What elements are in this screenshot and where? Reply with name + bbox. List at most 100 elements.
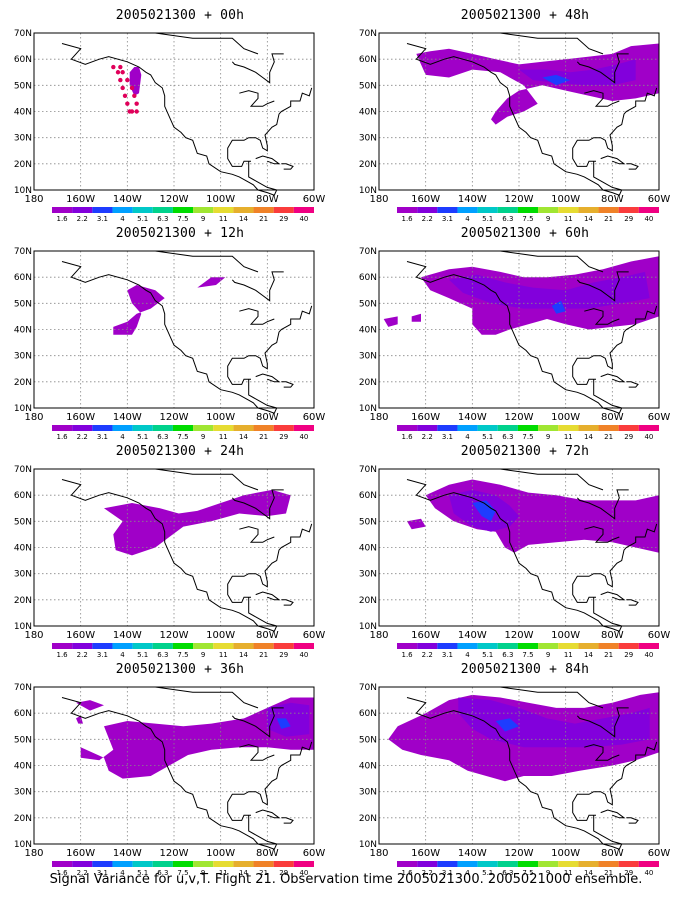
colorbar-swatch — [517, 207, 539, 213]
lon-tick-label: 120W — [160, 630, 189, 641]
colorbar-label: 14 — [584, 651, 593, 659]
lat-tick-label: 30N — [359, 134, 377, 144]
colorbar-swatch — [477, 207, 498, 213]
lat-tick-label: 50N — [14, 735, 32, 745]
panel-title: 2005021300 + 84h — [460, 662, 590, 677]
colorbar-label: 29 — [624, 651, 633, 659]
colorbar-swatch — [213, 643, 234, 649]
lon-tick-label: 80W — [601, 848, 624, 859]
colorbar-label: 7.5 — [177, 433, 188, 441]
lat-tick-label: 20N — [14, 814, 32, 824]
lat-tick-label: 70N — [14, 465, 32, 475]
colorbar-label: 2.2 — [422, 651, 433, 659]
colorbar-label: 21 — [259, 215, 268, 223]
colorbar-swatch — [497, 861, 518, 867]
lat-tick-label: 60N — [359, 491, 377, 501]
flight-track-point — [115, 70, 121, 75]
lon-tick-label: 100W — [551, 848, 580, 859]
colorbar-swatch — [457, 643, 478, 649]
panel-title: 2005021300 + 00h — [115, 8, 245, 23]
lon-tick-label: 140W — [113, 630, 142, 641]
colorbar-swatch — [497, 425, 518, 431]
colorbar-label: 1.6 — [57, 215, 69, 223]
coastline — [600, 373, 626, 383]
colorbar-label: 2.2 — [422, 869, 433, 877]
colorbar-swatch — [132, 207, 153, 213]
map-panel: 2005021300 + 24h 70N 60N 50N 40N 30N 20N 10N 180… — [14, 444, 370, 659]
colorbar-swatch — [72, 861, 93, 867]
lat-tick-label: 10N — [14, 404, 32, 414]
colorbar-label: 11 — [219, 651, 228, 659]
colorbar-swatch — [417, 425, 438, 431]
coastline — [255, 809, 281, 819]
colorbar-swatch — [52, 861, 73, 867]
coastline — [155, 32, 259, 55]
lat-tick-label: 50N — [14, 299, 32, 309]
colorbar-swatch — [417, 207, 438, 213]
coastline — [576, 53, 629, 84]
lon-tick-label: 100W — [206, 848, 235, 859]
lon-tick-label: 60W — [648, 194, 671, 205]
lon-tick-label: 160W — [411, 412, 440, 423]
flight-track-point — [125, 101, 130, 106]
colorbar-swatch — [578, 643, 599, 649]
colorbar-label: 6.3 — [502, 215, 513, 223]
colorbar-label: 5.1 — [482, 433, 493, 441]
colorbar-swatch — [437, 425, 458, 431]
colorbar-label: 14 — [584, 869, 593, 877]
colorbar-label: 4 — [120, 869, 125, 877]
colorbar-swatch — [112, 643, 133, 649]
lat-tick-label: 50N — [359, 81, 377, 91]
coastline — [255, 591, 281, 601]
coastline — [61, 43, 313, 196]
colorbar-swatch — [517, 861, 539, 867]
flight-track-point — [134, 109, 139, 114]
colorbar-swatch — [193, 207, 214, 213]
coastline — [231, 707, 284, 738]
colorbar-label: 3.1 — [97, 215, 108, 223]
lat-tick-label: 50N — [14, 81, 32, 91]
lat-tick-label: 10N — [359, 186, 377, 196]
colorbar-swatch — [538, 425, 559, 431]
colorbar-label: 2.2 — [77, 215, 88, 223]
colorbar-swatch — [457, 861, 478, 867]
lon-tick-label: 60W — [648, 848, 671, 859]
variance-contour — [76, 715, 83, 724]
coastline — [500, 468, 604, 491]
lat-tick-label: 40N — [14, 326, 32, 336]
colorbar-label: 6.3 — [502, 869, 513, 877]
lat-tick-label: 70N — [359, 683, 377, 693]
colorbar-label: 9 — [546, 433, 550, 441]
lon-tick-label: 180 — [24, 848, 43, 859]
colorbar-swatch — [558, 861, 579, 867]
lon-tick-label: 140W — [458, 194, 487, 205]
colorbar-swatch — [72, 207, 93, 213]
figure-caption: Signal Variance for u,v,T. Flight 21. Ob… — [49, 872, 643, 887]
coastline — [155, 686, 259, 709]
colorbar-label: 9 — [546, 215, 550, 223]
lon-tick-label: 60W — [648, 412, 671, 423]
lat-tick-label: 20N — [359, 814, 377, 824]
flight-track-point — [122, 93, 128, 99]
colorbar-label: 29 — [279, 215, 288, 223]
colorbar-label: 5.1 — [137, 215, 148, 223]
colorbar-label: 11 — [564, 869, 573, 877]
colorbar-label: 9 — [546, 869, 550, 877]
lat-tick-label: 30N — [359, 788, 377, 798]
colorbar-swatch — [437, 643, 458, 649]
flight-track-point — [120, 85, 125, 91]
colorbar-label: 21 — [604, 869, 613, 877]
colorbar-label: 1.6 — [57, 651, 69, 659]
colorbar-swatch — [213, 425, 234, 431]
map-panel: 2005021300 + 72h 70N 60N 50N 40N 30N 20N 10N 180… — [359, 444, 692, 659]
lat-tick-label: 60N — [14, 55, 32, 65]
lon-tick-label: 120W — [160, 412, 189, 423]
lat-tick-label: 50N — [359, 735, 377, 745]
colorbar-swatch — [457, 425, 478, 431]
colorbar-label: 14 — [584, 433, 593, 441]
colorbar-swatch — [112, 861, 133, 867]
